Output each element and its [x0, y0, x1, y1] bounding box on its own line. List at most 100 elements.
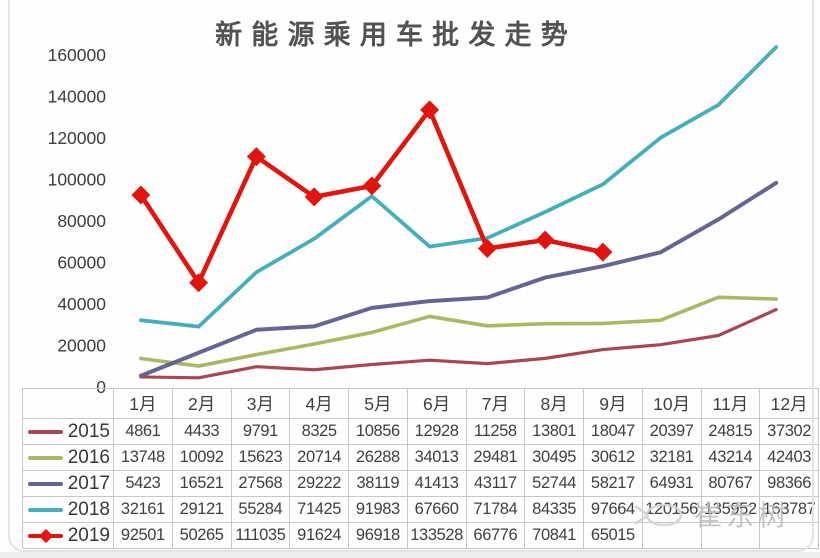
series-year-label: 2018: [67, 498, 110, 520]
series-year-label: 2015: [67, 420, 110, 442]
legend-line-swatch: [28, 455, 63, 460]
value-cell: 30495: [524, 444, 584, 471]
value-cell: 91983: [348, 496, 408, 523]
value-cell: 13748: [113, 444, 173, 471]
value-cell: [641, 522, 702, 549]
value-cell: 71425: [289, 496, 349, 523]
value-cell: [700, 522, 761, 549]
month-header-cell: 8月: [524, 388, 584, 419]
series-year-label: 2019: [67, 524, 110, 546]
value-cell: 10092: [171, 444, 232, 471]
value-cell: 66776: [465, 522, 526, 549]
data-point-marker: [246, 147, 266, 167]
month-header-cell: 2月: [171, 388, 232, 419]
table-corner-cell: [22, 388, 114, 419]
series-year-label: 2017: [67, 472, 110, 494]
value-cell: 15623: [230, 444, 291, 471]
value-cell: 32161: [113, 496, 173, 523]
value-cell: 43117: [465, 470, 526, 497]
value-cell: 20397: [641, 418, 702, 445]
value-cell: 50265: [171, 522, 232, 549]
value-cell: 29222: [289, 470, 349, 497]
value-cell: 5423: [113, 470, 173, 497]
value-cell: 133528: [406, 522, 467, 549]
series-line-2016: [139, 295, 778, 368]
month-header-cell: 5月: [348, 388, 408, 419]
value-cell: 92501: [113, 522, 173, 549]
value-cell: 91624: [289, 522, 349, 549]
y-axis-tick-label: 120000: [48, 128, 107, 148]
value-cell: 55284: [230, 496, 291, 523]
value-cell: 26288: [348, 444, 408, 471]
value-cell: 13801: [524, 418, 584, 445]
value-cell: 80767: [700, 470, 761, 497]
legend-line-swatch: [28, 507, 63, 512]
value-cell: 34013: [406, 444, 467, 471]
value-cell: 96918: [348, 522, 408, 549]
legend-diamond-marker: [38, 528, 53, 543]
value-cell: 9791: [230, 418, 291, 445]
y-axis-tick-label: 20000: [57, 336, 106, 356]
value-cell: 20714: [289, 444, 349, 471]
chart-title: 新能源乘用车批发走势: [215, 20, 577, 50]
series-line-2018: [138, 45, 779, 329]
value-cell: 18047: [583, 418, 643, 445]
value-cell: 42403: [759, 444, 819, 471]
value-cell: 4433: [171, 418, 232, 445]
value-cell: 98366: [759, 470, 819, 497]
y-axis-tick-label: 0: [96, 377, 106, 397]
data-point-marker: [420, 100, 440, 120]
month-header-cell: 3月: [230, 388, 291, 419]
value-cell: 16521: [171, 470, 232, 497]
month-header-cell: 12月: [759, 388, 819, 419]
value-cell: [759, 522, 819, 549]
value-cell: 163787: [759, 496, 819, 523]
data-point-marker: [189, 273, 209, 293]
data-point-marker: [535, 230, 555, 250]
table-header: 1月 2月 3月 4月 5月 6月 7月 8月 9月 10月 11月 12月: [22, 388, 819, 419]
chart-svg: 0 20000 40000 60000 80000 100000 120000 140000 1…: [48, 45, 779, 397]
month-header-cell: 10月: [641, 388, 702, 419]
data-table: 1月 2月 3月 4月 5月 6月 7月 8月 9月 10月 11月 12月 2015 4861 4433…: [22, 388, 819, 549]
value-cell: 67660: [406, 496, 467, 523]
value-cell: 10856: [348, 418, 408, 445]
series-line-2017: [138, 180, 779, 378]
legend-cell-2017: 2017: [22, 470, 114, 497]
legend-cell-2016: 2016: [22, 444, 114, 471]
value-cell: 24815: [700, 418, 761, 445]
value-cell: 11258: [465, 418, 526, 445]
value-cell: 38119: [348, 470, 408, 497]
legend-cell-2015: 2015: [22, 418, 114, 445]
value-cell: 37302: [759, 418, 819, 445]
value-cell: 43214: [700, 444, 761, 471]
value-cell: 27568: [230, 470, 291, 497]
data-point-marker: [304, 187, 324, 207]
value-cell: 29121: [171, 496, 232, 523]
table-row-2016: 2016 13748 10092 15623 20714 26288 34013 29481 3…: [22, 444, 819, 471]
value-cell: 52744: [524, 470, 584, 497]
value-cell: 84335: [524, 496, 584, 523]
legend-cell-2018: 2018: [22, 496, 114, 523]
legend-line-swatch: [28, 429, 63, 434]
month-header-cell: 9月: [583, 388, 643, 419]
table-header-row: 1月 2月 3月 4月 5月 6月 7月 8月 9月 10月 11月 12月: [22, 388, 819, 419]
value-cell: 41413: [406, 470, 467, 497]
legend-line-swatch: [28, 528, 63, 543]
data-point-marker: [362, 176, 382, 196]
value-cell: 64931: [641, 470, 702, 497]
value-cell: 4861: [113, 418, 173, 445]
value-cell: 120156: [641, 496, 702, 523]
value-cell: 97664: [583, 496, 643, 523]
data-point-marker: [593, 242, 613, 262]
table-row-2019: 2019 92501 50265 111035 91624 96918 133528 6677…: [22, 522, 819, 549]
table-row-2018: 2018 32161 29121 55284 71425 91983 67660 71784 8…: [22, 496, 819, 523]
value-cell: 111035: [230, 522, 291, 549]
value-cell: 30612: [583, 444, 643, 471]
month-header-cell: 4月: [289, 388, 349, 419]
data-point-marker: [477, 238, 497, 258]
y-axis-tick-label: 40000: [57, 294, 106, 314]
month-header-cell: 11月: [700, 388, 761, 419]
month-header-cell: 1月: [113, 388, 173, 419]
value-cell: 8325: [289, 418, 349, 445]
value-cell: 71784: [465, 496, 526, 523]
